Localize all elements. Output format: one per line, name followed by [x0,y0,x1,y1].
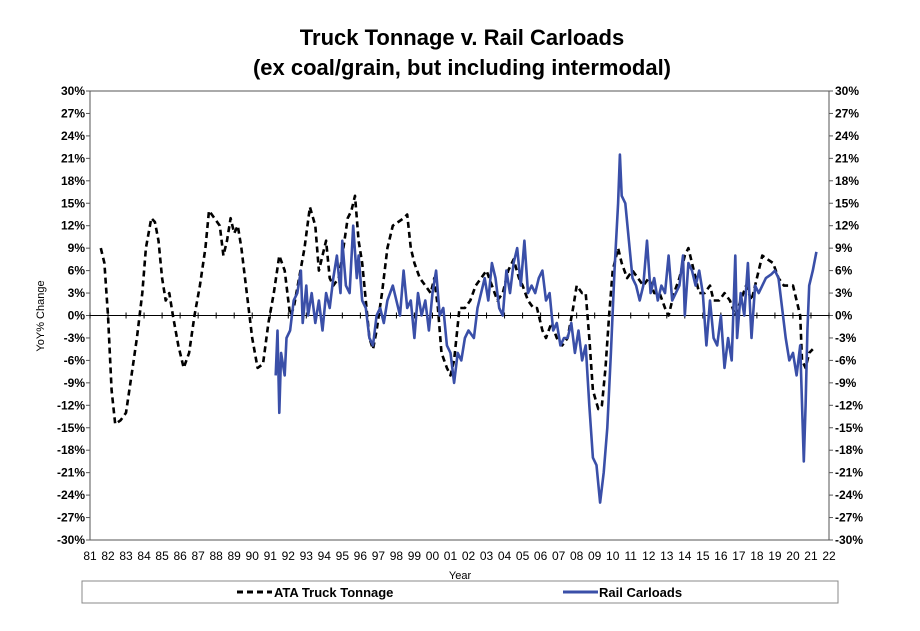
y-tick-label-left: -30% [57,533,85,547]
x-axis-label: Year [449,570,472,582]
y-tick-label-right: 12% [835,219,859,233]
x-tick-label: 00 [426,549,440,563]
x-tick-label: 98 [390,549,404,563]
series-group [99,153,818,504]
x-tick-label: 08 [570,549,584,563]
legend-box [81,580,839,604]
x-tick-label: 04 [498,549,512,563]
chart-title-line-1: Truck Tonnage v. Rail Carloads [300,25,624,50]
x-tick-label: 15 [696,549,710,563]
x-tick-label: 96 [354,549,368,563]
x-tick-label: 10 [606,549,620,563]
x-tick-label: 07 [552,549,566,563]
y-tick-label-left: 3% [68,286,86,300]
x-tick-label: 82 [101,549,115,563]
x-tick-label: 87 [191,549,205,563]
x-tick-label: 99 [408,549,422,563]
y-axis-label: YoY% Change [35,280,47,351]
x-tick-label: 17 [732,549,746,563]
x-tick-label: 22 [822,549,836,563]
x-tick-label: 85 [155,549,169,563]
legend: ATA Truck Tonnage Rail Carloads [81,580,839,604]
x-tick-label: 18 [750,549,764,563]
axes: 30% 30% 27% 27% 24% 24% 21% 21% 18% 18% 15% 15% 12% 1… [57,84,863,563]
x-tick-label: 11 [624,549,637,563]
chart-title-line-2: (ex coal/grain, but including intermodal… [253,55,671,80]
y-tick-label-left: 15% [61,196,85,210]
y-tick-label-right: -12% [835,398,863,412]
legend-label-rail: Rail Carloads [599,585,682,600]
y-tick-label-right: -3% [835,331,857,345]
x-tick-label: 84 [137,549,151,563]
x-tick-label: 83 [119,549,133,563]
y-tick-label-left: 0% [68,309,86,323]
y-tick-label-left: -3% [64,331,86,345]
y-tick-label-right: -27% [835,511,863,525]
x-tick-label: 20 [786,549,800,563]
y-tick-label-right: -21% [835,466,863,480]
y-tick-label-left: 9% [68,241,86,255]
y-tick-label-left: -18% [57,443,85,457]
y-tick-label-right: -15% [835,421,863,435]
y-tick-label-right: -6% [835,353,857,367]
y-tick-label-left: 12% [61,219,85,233]
series-line-rail-carloads [274,153,818,504]
y-tick-label-left: -6% [64,353,86,367]
y-tick-label-left: -24% [57,488,85,502]
x-tick-label: 09 [588,549,602,563]
y-tick-label-left: 21% [61,151,85,165]
y-tick-label-left: 24% [61,129,85,143]
y-tick-label-right: -18% [835,443,863,457]
series-line-truck-tonnage [99,194,814,426]
y-tick-label-right: -24% [835,488,863,502]
x-tick-label: 16 [714,549,728,563]
x-tick-label: 13 [660,549,674,563]
y-tick-label-left: 18% [61,174,85,188]
y-tick-label-right: 6% [835,264,853,278]
x-tick-label: 86 [173,549,187,563]
x-tick-label: 05 [516,549,530,563]
y-tick-label-left: -9% [64,376,86,390]
y-tick-label-left: -12% [57,398,85,412]
x-tick-label: 90 [246,549,260,563]
x-tick-label: 06 [534,549,548,563]
x-tick-label: 02 [462,549,476,563]
x-tick-label: 14 [678,549,692,563]
y-tick-label-right: 24% [835,129,859,143]
y-tick-label-right: 21% [835,151,859,165]
y-tick-label-right: 27% [835,106,859,120]
y-tick-label-left: -27% [57,511,85,525]
y-tick-label-left: -15% [57,421,85,435]
x-tick-label: 88 [209,549,223,563]
x-tick-label: 95 [336,549,350,563]
x-tick-label: 81 [83,549,97,563]
x-tick-label: 19 [768,549,782,563]
y-tick-label-left: 30% [61,84,85,98]
x-tick-label: 91 [264,549,278,563]
x-tick-label: 94 [318,549,332,563]
y-tick-label-right: 3% [835,286,853,300]
x-tick-label: 12 [642,549,656,563]
y-tick-label-right: 30% [835,84,859,98]
y-tick-label-left: 27% [61,106,85,120]
x-tick-label: 01 [444,549,458,563]
x-tick-label: 93 [300,549,314,563]
y-tick-label-right: 9% [835,241,853,255]
y-tick-label-right: 18% [835,174,859,188]
y-tick-label-right: -30% [835,533,863,547]
x-tick-label: 03 [480,549,494,563]
y-tick-label-right: -9% [835,376,857,390]
y-tick-label-right: 0% [835,309,853,323]
y-tick-label-left: 6% [68,264,86,278]
x-tick-label: 92 [282,549,296,563]
x-tick-label: 97 [372,549,386,563]
y-tick-label-right: 15% [835,196,859,210]
legend-label-truck: ATA Truck Tonnage [274,585,393,600]
x-tick-label: 89 [228,549,242,563]
x-tick-label: 21 [804,549,818,563]
y-tick-label-left: -21% [57,466,85,480]
